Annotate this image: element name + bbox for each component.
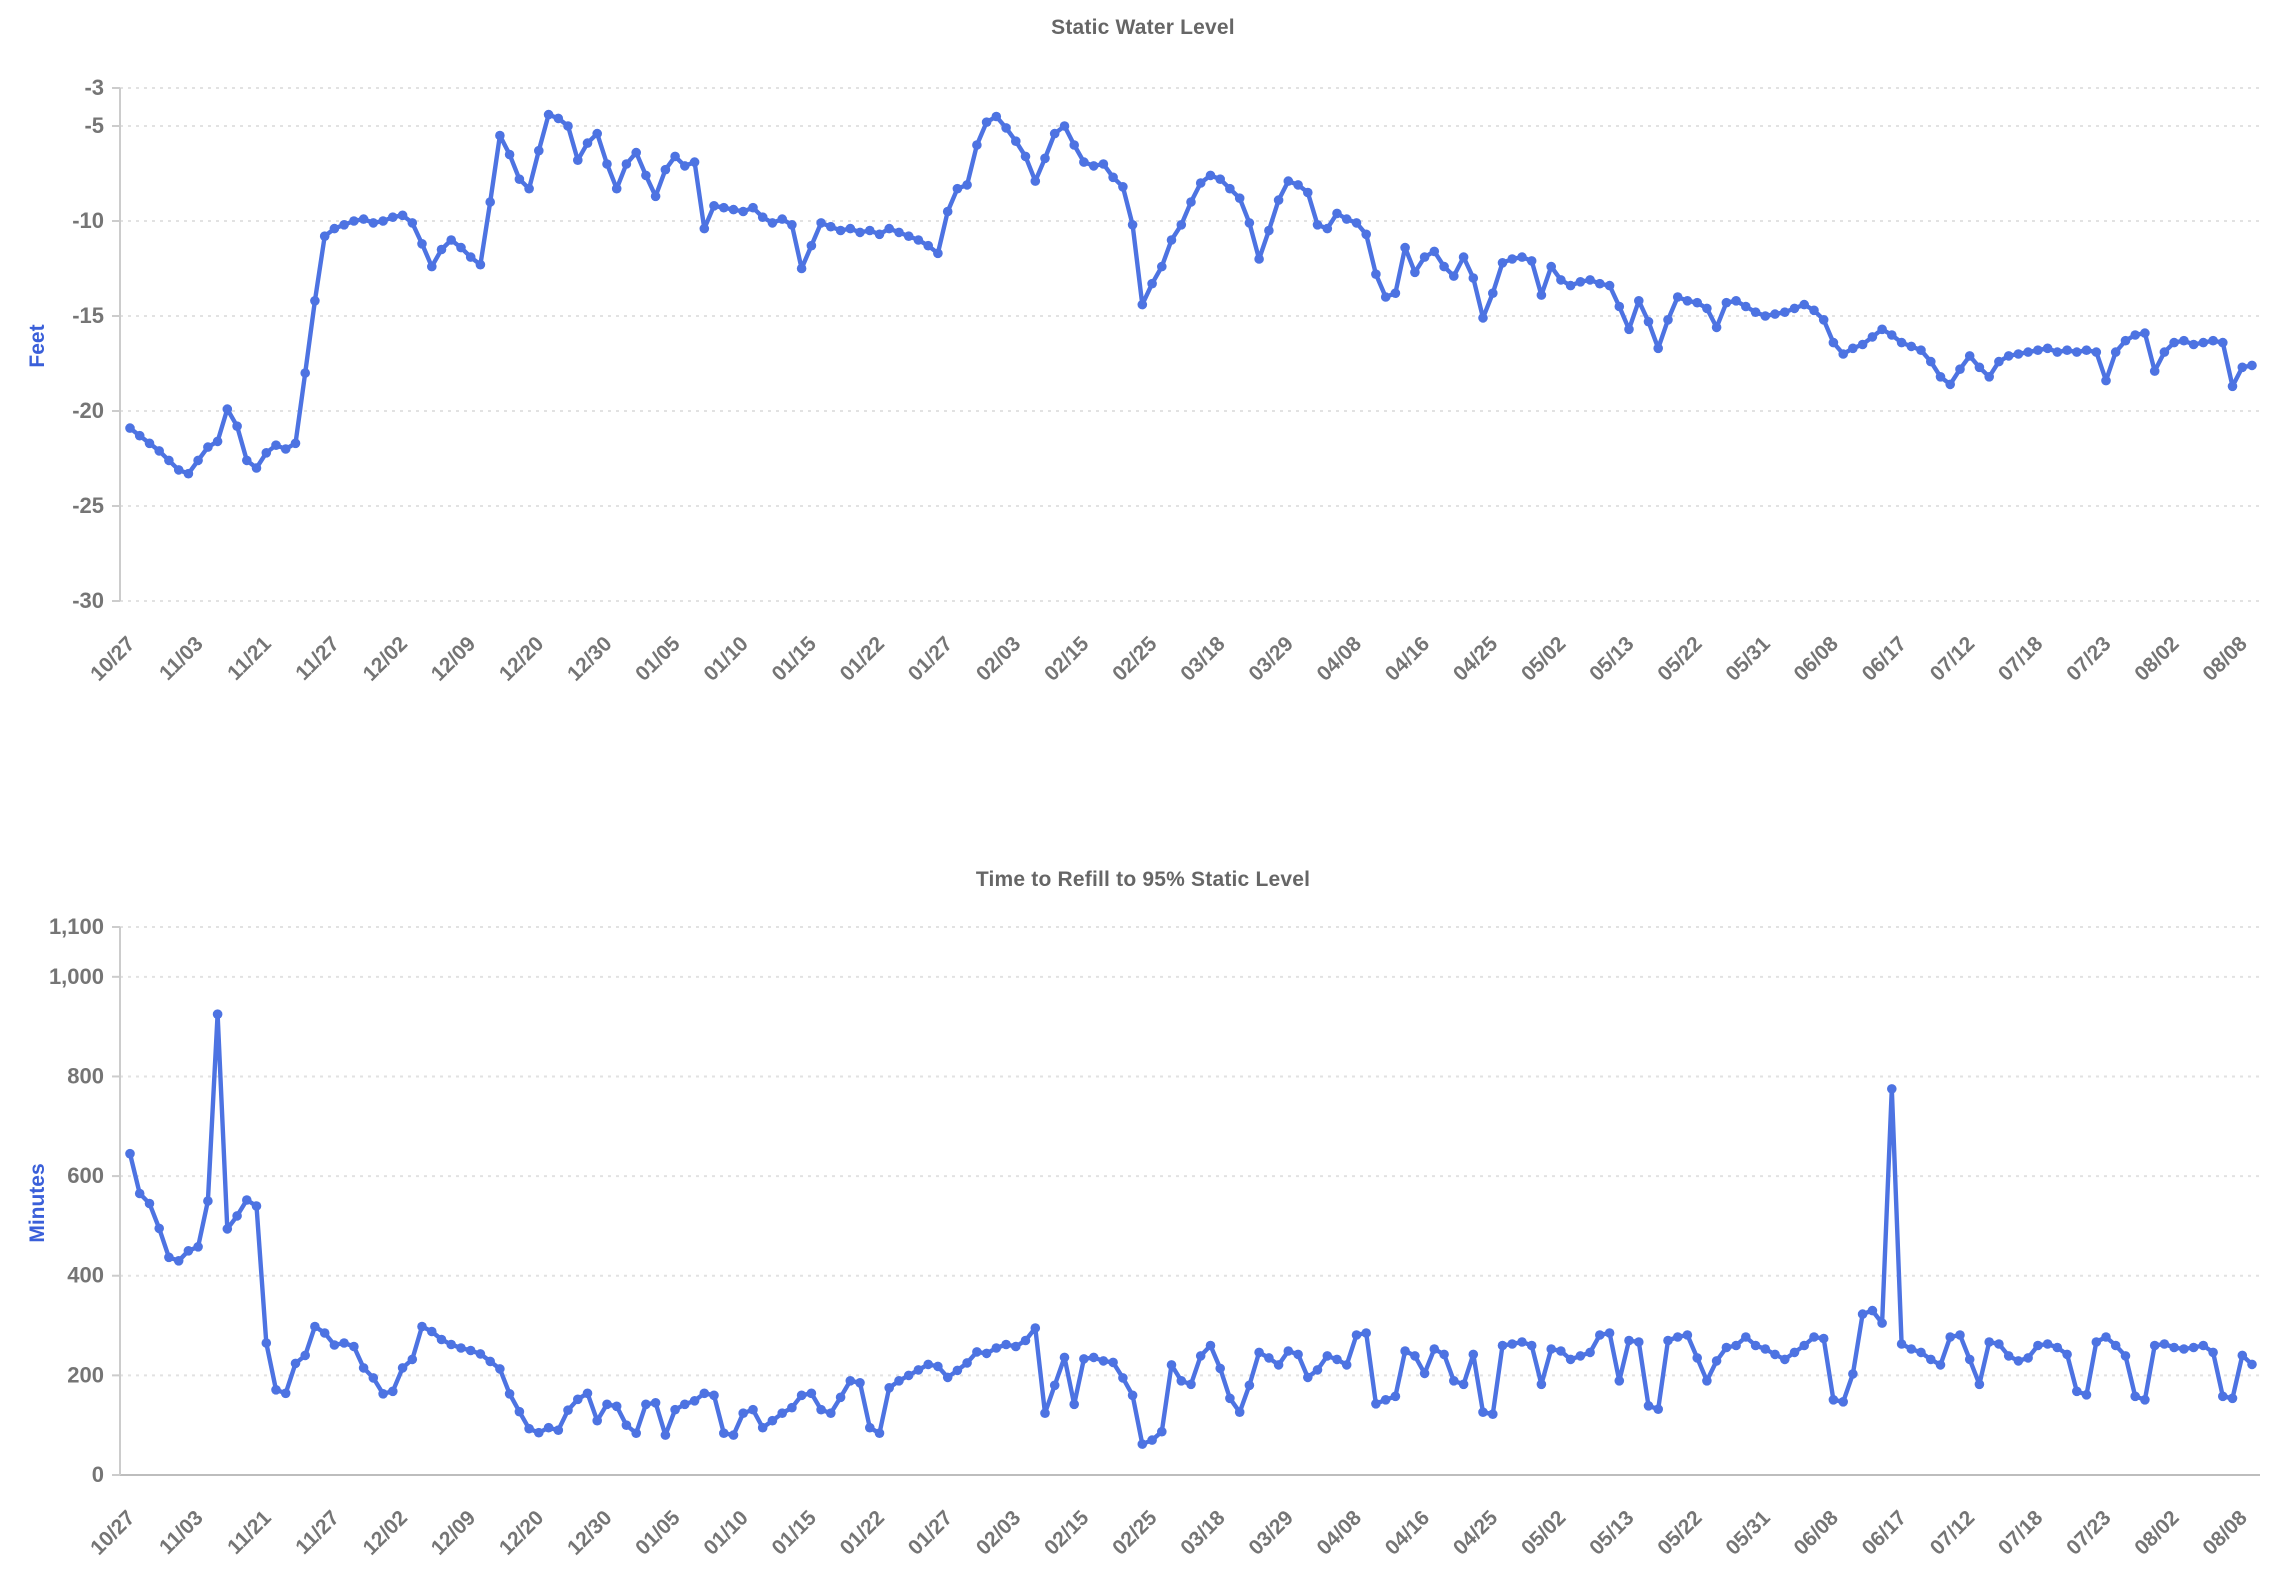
svg-text:05/13: 05/13: [1585, 632, 1638, 685]
svg-text:11/21: 11/21: [223, 632, 276, 685]
chart1-series-line: [127, 112, 2255, 476]
svg-text:03/29: 03/29: [1244, 632, 1297, 685]
svg-text:-5: -5: [84, 113, 104, 138]
svg-text:03/18: 03/18: [1176, 1506, 1230, 1560]
svg-text:08/08: 08/08: [2198, 632, 2252, 686]
svg-text:08/02: 08/02: [2130, 632, 2183, 685]
svg-text:04/25: 04/25: [1449, 632, 1503, 686]
svg-text:11/27: 11/27: [291, 1506, 344, 1559]
svg-text:05/22: 05/22: [1653, 1506, 1706, 1559]
svg-text:04/25: 04/25: [1449, 1506, 1503, 1560]
svg-text:10/27: 10/27: [86, 1506, 139, 1559]
svg-text:02/03: 02/03: [972, 632, 1025, 685]
svg-text:12/20: 12/20: [495, 1506, 548, 1559]
svg-text:02/25: 02/25: [1108, 632, 1162, 686]
svg-text:12/30: 12/30: [563, 1506, 616, 1559]
svg-text:01/10: 01/10: [699, 632, 752, 685]
svg-text:12/09: 12/09: [427, 632, 480, 685]
svg-text:08/02: 08/02: [2130, 1506, 2183, 1559]
svg-text:01/05: 01/05: [631, 632, 685, 686]
svg-text:12/30: 12/30: [563, 632, 616, 685]
chart2-y-axis-labels: 0 200 400 600 800 1,000 1,100: [49, 914, 104, 1487]
svg-text:11/21: 11/21: [223, 1506, 276, 1559]
svg-text:06/08: 06/08: [1790, 1506, 1844, 1560]
svg-text:03/18: 03/18: [1176, 632, 1230, 686]
svg-text:11/27: 11/27: [291, 632, 344, 685]
svg-text:04/16: 04/16: [1381, 632, 1434, 685]
svg-text:01/10: 01/10: [699, 1506, 752, 1559]
svg-text:02/25: 02/25: [1108, 1506, 1162, 1560]
svg-text:07/23: 07/23: [2062, 1506, 2115, 1559]
svg-text:-25: -25: [72, 493, 104, 518]
svg-text:200: 200: [67, 1362, 104, 1387]
svg-text:10/27: 10/27: [86, 632, 139, 685]
svg-text:06/17: 06/17: [1858, 1506, 1911, 1559]
chart1-x-axis-labels: 10/27 11/03 11/21 11/27 12/02 12/09 12/20 12/30…: [86, 632, 2252, 686]
svg-text:07/23: 07/23: [2062, 632, 2115, 685]
svg-text:04/08: 04/08: [1313, 1506, 1367, 1560]
svg-text:07/12: 07/12: [1926, 632, 1979, 685]
svg-text:02/15: 02/15: [1040, 632, 1094, 686]
svg-text:05/02: 05/02: [1517, 632, 1570, 685]
svg-text:07/18: 07/18: [1994, 632, 2048, 686]
chart1-gridlines: [112, 87, 2260, 602]
svg-text:-30: -30: [72, 588, 104, 613]
svg-text:05/31: 05/31: [1721, 1506, 1775, 1560]
svg-text:07/18: 07/18: [1994, 1506, 2048, 1560]
svg-text:01/22: 01/22: [836, 632, 889, 685]
svg-text:1,100: 1,100: [49, 914, 104, 939]
svg-text:05/02: 05/02: [1517, 1506, 1570, 1559]
svg-text:11/03: 11/03: [155, 632, 208, 685]
svg-text:01/15: 01/15: [767, 632, 821, 686]
svg-text:01/05: 01/05: [631, 1506, 685, 1560]
svg-text:11/03: 11/03: [155, 1506, 208, 1559]
chart2-data-points: [125, 1009, 2257, 1449]
svg-text:01/27: 01/27: [904, 1506, 957, 1559]
svg-text:12/02: 12/02: [359, 1506, 412, 1559]
svg-text:0: 0: [92, 1462, 104, 1487]
chart2-gridlines: [112, 926, 2260, 1476]
svg-text:07/12: 07/12: [1926, 1506, 1979, 1559]
svg-text:01/27: 01/27: [904, 632, 957, 685]
chart1-data-points: [125, 109, 2257, 479]
svg-text:02/03: 02/03: [972, 1506, 1025, 1559]
chart2-title: Time to Refill to 95% Static Level: [975, 868, 1311, 891]
chart2-x-axis-labels: 10/27 11/03 11/21 11/27 12/02 12/09 12/20 12/30…: [86, 1506, 2252, 1560]
svg-text:01/15: 01/15: [767, 1506, 821, 1560]
svg-text:-10: -10: [72, 208, 104, 233]
svg-text:05/31: 05/31: [1721, 632, 1775, 686]
svg-text:02/15: 02/15: [1040, 1506, 1094, 1560]
svg-text:05/13: 05/13: [1585, 1506, 1638, 1559]
svg-text:1,000: 1,000: [49, 964, 104, 989]
chart1-title: Static Water Level: [1051, 16, 1235, 39]
svg-text:04/08: 04/08: [1313, 632, 1367, 686]
svg-text:12/02: 12/02: [359, 632, 412, 685]
svg-text:03/29: 03/29: [1244, 1506, 1297, 1559]
svg-text:01/22: 01/22: [836, 1506, 889, 1559]
svg-text:04/16: 04/16: [1381, 1506, 1434, 1559]
chart2: 0 200 400 600 800 1,000 1,100 10/27 11/03 11/21 11…: [49, 914, 2260, 1560]
svg-text:800: 800: [67, 1063, 104, 1088]
svg-text:08/08: 08/08: [2198, 1506, 2252, 1560]
svg-text:06/17: 06/17: [1858, 632, 1911, 685]
svg-text:-3: -3: [84, 75, 104, 100]
svg-text:-15: -15: [72, 303, 104, 328]
svg-text:600: 600: [67, 1163, 104, 1188]
svg-text:12/09: 12/09: [427, 1506, 480, 1559]
svg-text:12/20: 12/20: [495, 632, 548, 685]
svg-text:-20: -20: [72, 398, 104, 423]
chart1-y-axis-labels: -3 -5 -10 -15 -20 -25 -30: [72, 75, 104, 613]
svg-text:400: 400: [67, 1263, 104, 1288]
svg-text:06/08: 06/08: [1790, 632, 1844, 686]
svg-text:05/22: 05/22: [1653, 632, 1706, 685]
